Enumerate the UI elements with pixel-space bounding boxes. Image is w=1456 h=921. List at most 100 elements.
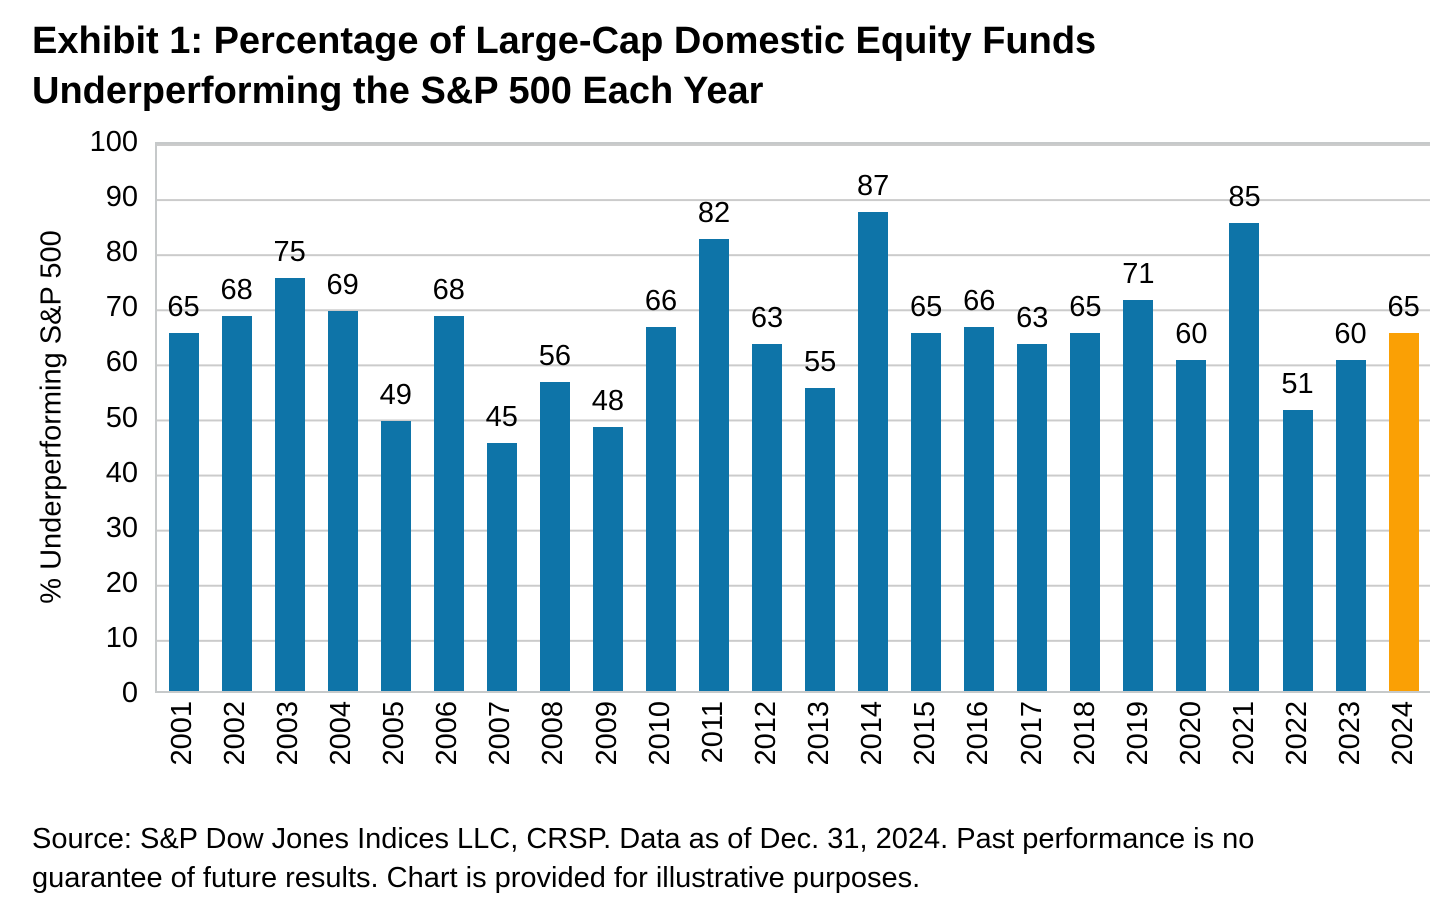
- bar-2010: [645, 327, 676, 691]
- bar-slot-2024: 65: [1377, 144, 1430, 691]
- bar-2017: [1017, 343, 1048, 691]
- bar-value-label-2015: 65: [910, 290, 943, 323]
- y-tick-90: 90: [105, 181, 138, 214]
- bar-2012: [752, 343, 783, 691]
- x-tick-2016: 2016: [962, 701, 995, 766]
- bar-2021: [1229, 222, 1260, 691]
- x-tick-2015: 2015: [909, 701, 942, 766]
- x-tick-2018: 2018: [1068, 701, 1101, 766]
- chart-title-line2: Underperforming the S&P 500 Each Year: [32, 70, 764, 112]
- x-tick-2022: 2022: [1281, 701, 1314, 766]
- bar-value-label-2005: 49: [379, 379, 412, 412]
- bar-2008: [539, 382, 570, 691]
- bar-value-label-2007: 45: [485, 401, 518, 434]
- bar-2020: [1176, 360, 1207, 691]
- bar-2022: [1282, 410, 1313, 691]
- bar-2018: [1070, 332, 1101, 691]
- bar-slot-2013: 55: [794, 144, 847, 691]
- bar-value-label-2020: 60: [1175, 318, 1208, 351]
- y-tick-0: 0: [121, 677, 138, 709]
- bar-2023: [1335, 360, 1366, 691]
- x-tick-2021: 2021: [1228, 701, 1261, 766]
- x-tick-2011: 2011: [696, 701, 729, 764]
- x-tick-2006: 2006: [431, 701, 464, 766]
- bar-2004: [327, 310, 358, 691]
- bar-2007: [486, 443, 517, 691]
- bar-2005: [380, 421, 411, 691]
- bar-value-label-2006: 68: [432, 274, 465, 307]
- bar-slot-2008: 56: [528, 144, 581, 691]
- bar-2024: [1388, 332, 1419, 691]
- y-tick-20: 20: [105, 566, 138, 599]
- x-tick-2001: 2001: [165, 701, 198, 766]
- bar-value-label-2023: 60: [1334, 318, 1367, 351]
- bar-slot-2014: 87: [847, 144, 900, 691]
- bar-value-label-2018: 65: [1069, 290, 1102, 323]
- bar-slot-2003: 75: [263, 144, 316, 691]
- x-tick-2008: 2008: [537, 701, 570, 766]
- y-tick-100: 100: [89, 126, 138, 158]
- bar-value-label-2008: 56: [538, 340, 571, 373]
- bar-value-label-2019: 71: [1122, 257, 1155, 290]
- bar-value-label-2001: 65: [167, 290, 200, 323]
- bar-value-label-2014: 87: [857, 169, 890, 202]
- source-note: Source: S&P Dow Jones Indices LLC, CRSP.…: [32, 820, 1254, 898]
- y-tick-70: 70: [105, 291, 138, 324]
- x-axis-labels: 2001 2002 2003 2004 2005 2006 2007 2008 2009 2010…: [155, 701, 1430, 801]
- bar-slot-2017: 63: [1006, 144, 1059, 691]
- source-note-line1: Source: S&P Dow Jones Indices LLC, CRSP.…: [32, 823, 1255, 855]
- bar-value-label-2024: 65: [1387, 290, 1420, 323]
- bar-2014: [858, 211, 889, 691]
- bar-value-label-2011: 82: [697, 197, 731, 230]
- bar-series: 65 68 75 69 49 68 45 56 48 66 82 63 55 87 65 66 63 65 71 60…: [157, 144, 1430, 691]
- bar-2011: [698, 239, 729, 691]
- x-tick-2005: 2005: [378, 701, 411, 766]
- x-tick-2007: 2007: [484, 701, 517, 766]
- x-tick-2010: 2010: [643, 701, 676, 766]
- bar-2006: [433, 316, 464, 691]
- bar-value-label-2009: 48: [591, 384, 625, 417]
- bar-2015: [911, 332, 942, 691]
- bar-slot-2019: 71: [1112, 144, 1165, 691]
- bar-value-label-2004: 69: [326, 268, 359, 301]
- bar-slot-2023: 60: [1324, 144, 1377, 691]
- bar-slot-2010: 66: [634, 144, 687, 691]
- bar-slot-2016: 66: [953, 144, 1006, 691]
- bar-slot-2020: 60: [1165, 144, 1218, 691]
- bar-slot-2001: 65: [157, 144, 210, 691]
- bar-value-label-2017: 63: [1016, 301, 1049, 334]
- bar-value-label-2012: 63: [750, 301, 784, 334]
- bar-value-label-2013: 55: [803, 345, 837, 378]
- y-tick-60: 60: [105, 346, 138, 379]
- y-tick-50: 50: [105, 401, 138, 434]
- x-tick-2019: 2019: [1121, 701, 1154, 766]
- x-tick-2017: 2017: [1015, 701, 1048, 766]
- bar-slot-2004: 69: [316, 144, 369, 691]
- bar-2002: [221, 316, 252, 691]
- y-tick-40: 40: [105, 456, 138, 489]
- x-tick-2020: 2020: [1174, 701, 1207, 766]
- bar-2019: [1123, 299, 1154, 691]
- x-tick-2014: 2014: [856, 701, 889, 766]
- x-tick-2003: 2003: [271, 701, 304, 766]
- bar-slot-2012: 63: [741, 144, 794, 691]
- bar-2001: [168, 332, 199, 691]
- bar-slot-2005: 49: [369, 144, 422, 691]
- y-axis-ticks: 0 10 20 30 40 50 60 70 80 90 100: [0, 126, 138, 709]
- y-tick-80: 80: [105, 236, 138, 269]
- bar-slot-2011: 82: [687, 144, 740, 691]
- x-tick-2002: 2002: [218, 701, 251, 766]
- bar-slot-2006: 68: [422, 144, 475, 691]
- bar-2016: [964, 327, 995, 691]
- plot-area: 65 68 75 69 49 68 45 56 48 66 82 63 55 87 65 66 63 65 71 60…: [155, 142, 1430, 693]
- bar-value-label-2003: 75: [273, 235, 306, 268]
- bar-slot-2009: 48: [581, 144, 634, 691]
- bar-slot-2018: 65: [1059, 144, 1112, 691]
- bar-value-label-2016: 66: [963, 285, 996, 318]
- bar-value-label-2021: 85: [1228, 180, 1261, 213]
- source-note-line2: guarantee of future results. Chart is pr…: [32, 862, 921, 894]
- chart-title-line1: Exhibit 1: Percentage of Large-Cap Domes…: [32, 20, 1097, 62]
- bar-2009: [592, 426, 623, 691]
- y-tick-10: 10: [105, 621, 138, 654]
- x-tick-2023: 2023: [1334, 701, 1367, 766]
